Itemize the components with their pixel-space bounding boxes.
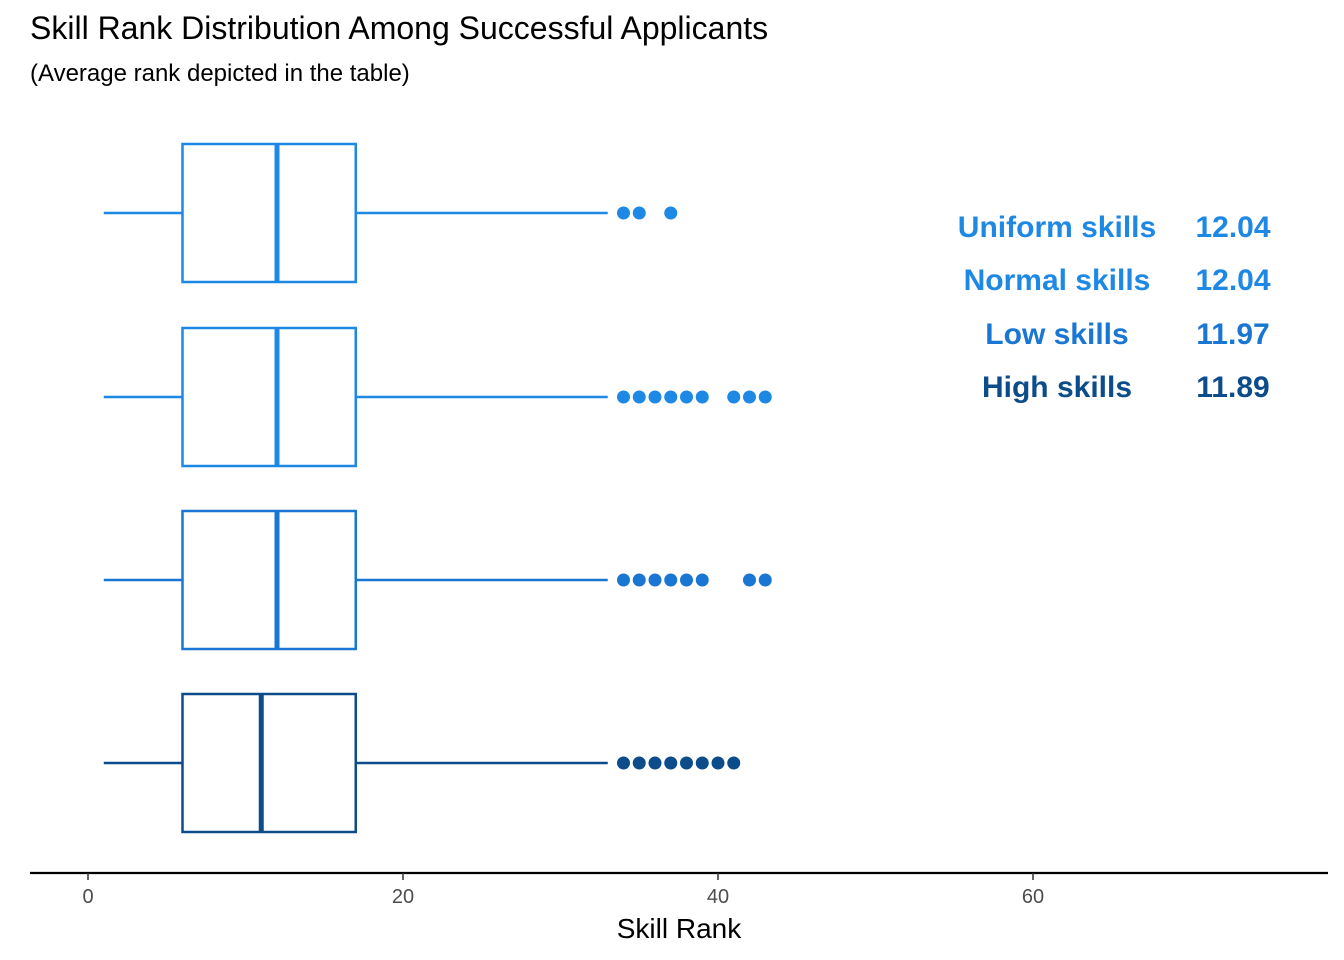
outlier-point-normal-skills xyxy=(664,390,678,404)
box-uniform-skills xyxy=(103,142,678,284)
outlier-point-low-skills xyxy=(695,573,709,587)
outlier-point-normal-skills xyxy=(743,390,756,404)
iqr-box-high-skills xyxy=(181,692,357,834)
outlier-point-uniform-skills xyxy=(617,206,630,220)
outlier-point-high-skills xyxy=(632,756,646,770)
box-low-skills xyxy=(103,509,772,651)
table-value-normal-skills: 12.04 xyxy=(1195,264,1270,297)
outlier-point-high-skills xyxy=(664,756,678,770)
table-value-high-skills: 11.89 xyxy=(1196,371,1269,404)
outlier-point-low-skills xyxy=(680,573,693,587)
x-axis-title: Skill Rank xyxy=(617,913,742,944)
outlier-point-high-skills xyxy=(695,756,709,770)
outlier-point-high-skills xyxy=(680,756,693,770)
outlier-point-normal-skills xyxy=(727,390,741,404)
box-group xyxy=(103,142,772,834)
x-axis-ticks: 0 20 40 60 xyxy=(82,873,1044,908)
table-label-normal-skills: Normal skills xyxy=(964,264,1151,297)
outlier-point-high-skills xyxy=(727,756,741,770)
table-label-low-skills: Low skills xyxy=(985,318,1128,351)
box-high-skills xyxy=(103,692,741,834)
outlier-point-low-skills xyxy=(617,573,630,587)
outlier-point-low-skills xyxy=(758,573,772,587)
outlier-point-normal-skills xyxy=(648,390,662,404)
chart-title: Skill Rank Distribution Among Successful… xyxy=(30,10,769,46)
outlier-point-uniform-skills xyxy=(664,206,678,220)
x-tick-label: 60 xyxy=(1022,886,1044,908)
x-tick-label: 0 xyxy=(82,886,93,908)
iqr-box-uniform-skills xyxy=(181,142,357,284)
outlier-point-low-skills xyxy=(743,573,756,587)
outlier-point-high-skills xyxy=(711,756,725,770)
outlier-point-high-skills xyxy=(648,756,662,770)
iqr-box-low-skills xyxy=(181,509,357,651)
box-normal-skills xyxy=(103,326,772,468)
outlier-point-low-skills xyxy=(664,573,678,587)
outlier-point-normal-skills xyxy=(695,390,709,404)
outlier-point-low-skills xyxy=(648,573,662,587)
x-tick-label: 20 xyxy=(392,886,414,908)
outlier-point-uniform-skills xyxy=(632,206,646,220)
outlier-point-normal-skills xyxy=(758,390,772,404)
table-label-high-skills: High skills xyxy=(982,371,1132,404)
x-tick-label: 40 xyxy=(707,886,729,908)
average-rank-table: Uniform skills 12.04 Normal skills 12.04 Low… xyxy=(958,211,1271,404)
outlier-point-normal-skills xyxy=(632,390,646,404)
outlier-point-low-skills xyxy=(632,573,646,587)
table-value-uniform-skills: 12.04 xyxy=(1195,211,1270,244)
iqr-box-normal-skills xyxy=(181,326,357,468)
table-value-low-skills: 11.97 xyxy=(1196,318,1269,351)
outlier-point-normal-skills xyxy=(617,390,630,404)
outlier-point-normal-skills xyxy=(680,390,693,404)
table-label-uniform-skills: Uniform skills xyxy=(958,211,1156,244)
chart-subtitle: (Average rank depicted in the table) xyxy=(30,60,410,87)
outlier-point-high-skills xyxy=(617,756,630,770)
